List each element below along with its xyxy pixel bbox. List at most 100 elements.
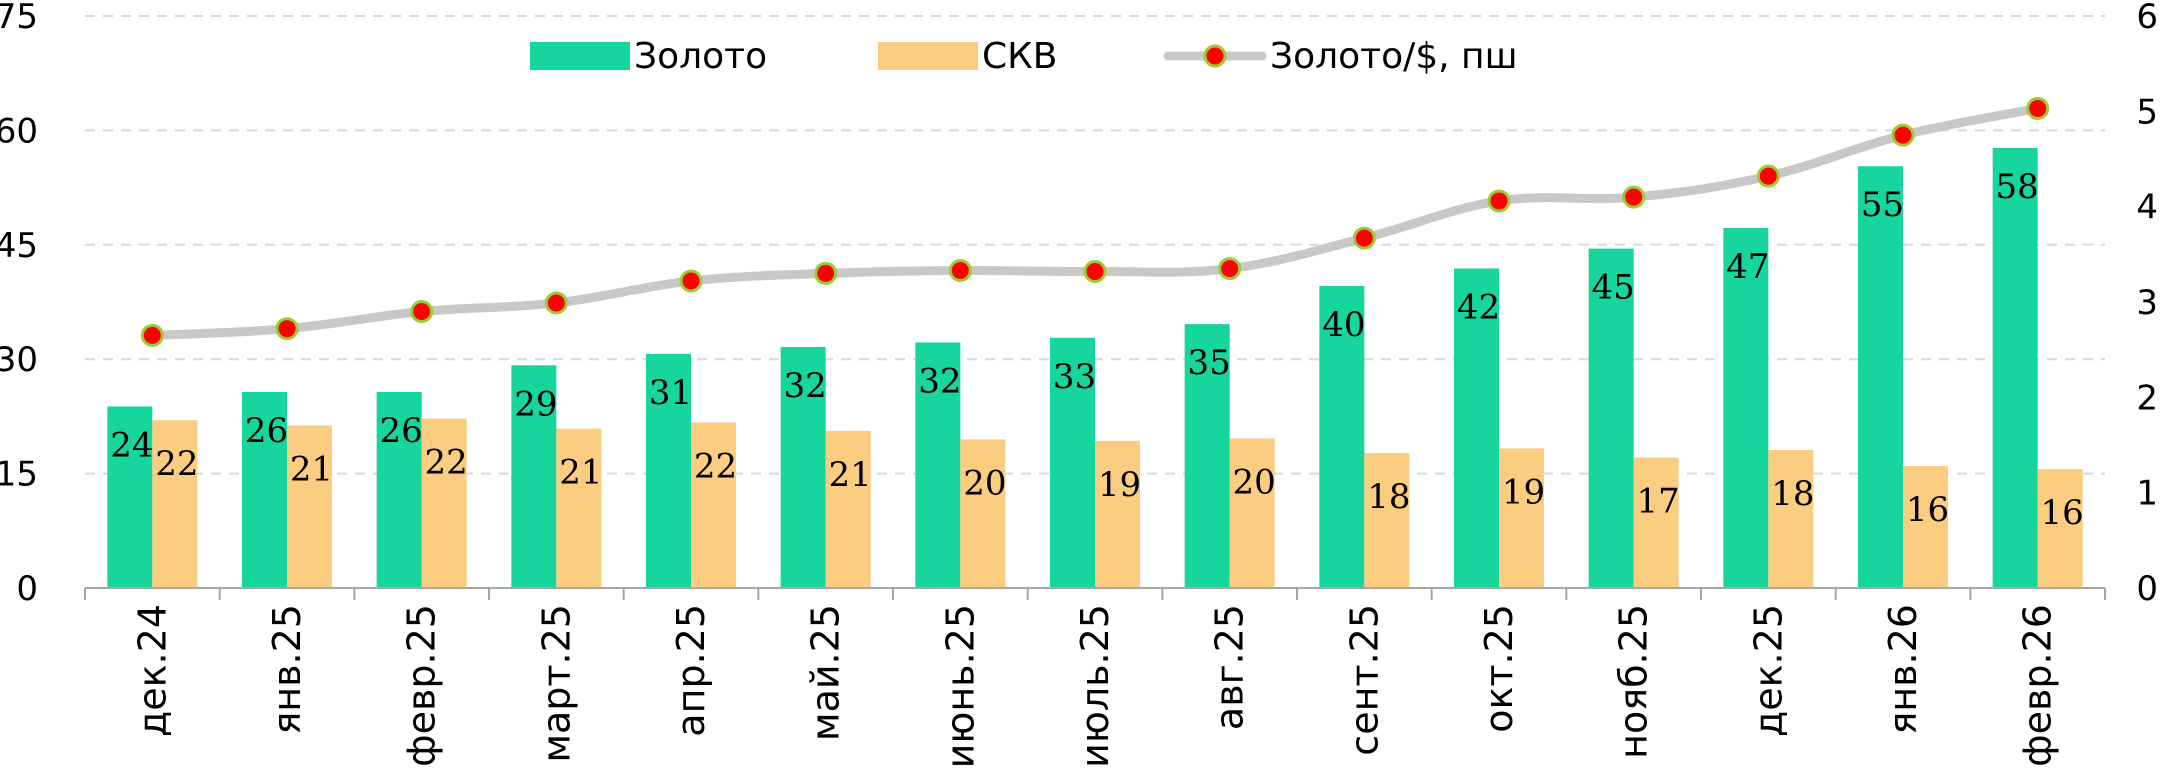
bar-gold: [511, 365, 557, 588]
x-tick-label: янв.25: [265, 604, 309, 735]
legend-marker-line: [1203, 44, 1227, 68]
x-tick-label: сент.25: [1342, 604, 1386, 756]
data-label-fx: 21: [290, 450, 333, 490]
x-tick-label: февр.25: [400, 604, 444, 767]
x-tick-label: апр.25: [669, 604, 713, 737]
line-marker: [2026, 96, 2050, 120]
y-left-tick-label: 75: [0, 0, 38, 37]
data-label-gold: 31: [649, 373, 692, 413]
bars: [107, 147, 2083, 588]
bar-gold: [107, 406, 153, 588]
bar-fx: [825, 430, 871, 588]
data-label-gold: 45: [1592, 268, 1635, 308]
data-label-fx: 16: [2041, 493, 2084, 533]
line-marker: [410, 300, 434, 324]
data-label-gold: 47: [1726, 247, 1769, 287]
bar-fx: [556, 428, 602, 588]
bar-gold: [1454, 268, 1499, 588]
data-label-fx: 17: [1637, 482, 1680, 522]
data-label-fx: 22: [155, 444, 198, 484]
data-label-gold: 58: [1996, 167, 2039, 207]
bar-fx: [2037, 469, 2083, 588]
bar-fx: [152, 420, 198, 588]
bar-fx: [1229, 438, 1275, 588]
bar-fx: [960, 439, 1006, 588]
data-label-gold: 33: [1053, 357, 1096, 397]
y-left-tick-label: 15: [0, 455, 38, 495]
bar-gold: [376, 391, 422, 588]
bar-fx: [1095, 440, 1140, 588]
bar-gold: [1588, 248, 1634, 588]
legend-label-fx: СКВ: [982, 36, 1057, 77]
y-right-tick-label: 5: [2136, 92, 2158, 132]
price-line: [140, 96, 2050, 347]
y-right-tick-label: 3: [2136, 283, 2158, 323]
line-marker: [1083, 259, 1107, 283]
y-right-tick-label: 4: [2136, 188, 2158, 228]
line-marker: [948, 259, 972, 283]
x-tick-label: июль.25: [1073, 604, 1117, 768]
x-tick-label: авг.25: [1208, 604, 1252, 730]
data-label-fx: 20: [963, 463, 1006, 503]
bar-gold: [1723, 228, 1769, 588]
y-right-tick-label: 0: [2136, 569, 2158, 609]
legend-swatch-gold: [530, 42, 630, 70]
bar-fx: [421, 418, 467, 588]
x-tick-label: март.25: [534, 604, 578, 763]
y-left-tick-label: 0: [16, 569, 38, 609]
line-marker: [1891, 123, 1915, 147]
data-label-fx: 19: [1502, 472, 1545, 512]
legend: Золото СКВ Золото/$, пш: [530, 36, 1518, 77]
data-label-fx: 18: [1367, 477, 1410, 517]
data-label-fx: 22: [694, 447, 737, 487]
bar-gold: [1050, 337, 1095, 588]
bar-gold: [1184, 324, 1230, 588]
line-marker: [275, 317, 299, 341]
bar-fx: [287, 425, 332, 588]
data-label-gold: 24: [110, 425, 153, 465]
x-tick-label: нояб.25: [1612, 604, 1656, 759]
bar-fx: [691, 422, 736, 588]
bar-fx: [1903, 465, 1948, 588]
y-left-tick-label: 45: [0, 226, 38, 266]
legend-label-gold: Золото: [634, 36, 767, 77]
bar-fx: [1499, 448, 1544, 588]
bar-gold: [915, 342, 961, 588]
data-label-fx: 21: [559, 453, 602, 493]
data-label-gold: 42: [1457, 287, 1500, 327]
bar-fx: [1768, 449, 1814, 588]
bar-gold: [780, 346, 826, 588]
bar-gold: [646, 353, 691, 588]
data-label-gold: 40: [1322, 305, 1365, 345]
data-label-fx: 18: [1771, 474, 1814, 514]
bar-gold: [1992, 147, 2038, 588]
data-label-fx: 21: [829, 455, 872, 495]
x-tick-label: дек.24: [130, 604, 174, 737]
line-marker: [679, 269, 703, 293]
bar-fx: [1364, 453, 1410, 588]
y-right-tick-label: 1: [2136, 474, 2158, 514]
line-marker: [1218, 257, 1242, 281]
data-label-fx: 16: [1906, 490, 1949, 530]
data-label-fx: 19: [1098, 465, 1141, 505]
bar-data-labels: 24 22262126222921312232213220331935204018…: [110, 167, 2084, 533]
y-left-tick-label: 60: [0, 111, 38, 151]
x-tick-label: дек.25: [1746, 604, 1790, 737]
legend-swatch-fx: [878, 42, 978, 70]
data-label-gold: 55: [1861, 185, 1904, 225]
data-label-fx: 22: [425, 443, 468, 483]
x-tick-label: окт.25: [1477, 604, 1521, 733]
x-tick-label: янв.26: [1881, 604, 1925, 735]
x-tick-label: июнь.25: [938, 604, 982, 768]
line-marker: [1756, 164, 1780, 188]
bar-gold: [1319, 285, 1365, 588]
x-tick-label: май.25: [804, 604, 848, 741]
y-right-tick-label: 2: [2136, 378, 2158, 418]
legend-label-line: Золото/$, пш: [1270, 36, 1518, 77]
line-marker: [1487, 189, 1511, 213]
line-marker: [544, 291, 568, 315]
line-marker: [1352, 226, 1376, 250]
line-marker: [814, 261, 838, 285]
